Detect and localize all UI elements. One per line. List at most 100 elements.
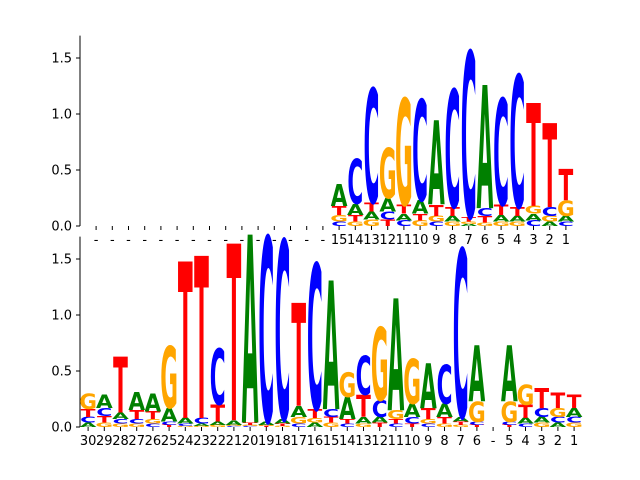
logo-letter-c: C <box>194 417 210 426</box>
logo-letter-g: G <box>387 409 405 423</box>
x-tick-label: 4 <box>513 233 521 248</box>
logo-letter-a: A <box>533 415 550 424</box>
logo-letter-g: G <box>176 426 194 428</box>
y-tick-label: 1.5 <box>51 52 72 67</box>
x-tick-label: 10 <box>404 434 421 449</box>
logo-letter-g: G <box>517 379 535 411</box>
logo-letter-a: A <box>258 421 275 426</box>
logo-letter-t: T <box>405 423 420 428</box>
logo-letter-t: T <box>356 389 371 425</box>
logo-letter-c: C <box>331 220 347 227</box>
x-tick-label: 3 <box>529 233 537 248</box>
x-tick-label: - <box>321 233 326 248</box>
logo-letter-g: G <box>460 221 478 225</box>
logo-letter-t: T <box>178 218 193 468</box>
x-tick-label: - <box>491 434 496 449</box>
x-tick-label: - <box>142 233 147 248</box>
logo-letter-c: C <box>347 146 363 218</box>
x-tick-label: 12 <box>379 233 396 248</box>
logo-letter-t: T <box>534 382 549 414</box>
logo-letter-g: G <box>533 421 551 428</box>
x-tick-label: 16 <box>307 434 324 449</box>
logo-letter-g: G <box>257 424 275 426</box>
logo-letter-g: G <box>549 406 567 420</box>
logo-letter-c: C <box>412 73 428 234</box>
logo-letter-g: G <box>371 309 389 425</box>
logo-letter-g: G <box>338 366 356 405</box>
logo-letter-t: T <box>413 212 429 223</box>
logo-letter-a: A <box>525 212 542 223</box>
logo-letter-a: A <box>371 415 388 424</box>
logo-letter-t: T <box>291 274 306 439</box>
logo-letter-g: G <box>346 220 364 227</box>
logo-letter-c: C <box>339 423 355 428</box>
logo-letter-t: T <box>97 414 113 425</box>
logo-letter-t: T <box>510 205 525 219</box>
logo-letter-c: C <box>145 423 161 428</box>
x-tick-label: 13 <box>363 233 380 248</box>
logo-letter-t: T <box>324 415 339 424</box>
x-tick-label: - <box>223 233 228 248</box>
logo-letter-t: T <box>397 203 412 217</box>
x-tick-label: 24 <box>177 434 194 449</box>
logo-letter-c: C <box>80 415 96 424</box>
logo-letter-c: C <box>404 415 420 426</box>
logo-letter-t: T <box>380 218 396 229</box>
logo-letter-t: T <box>494 203 509 219</box>
x-tick-label: - <box>126 233 131 248</box>
logo-letter-a: A <box>339 391 356 427</box>
x-tick-label: 6 <box>473 434 481 449</box>
logo-letter-c: C <box>356 345 372 408</box>
logo-letter-c: C <box>210 335 226 423</box>
logo-letter-a: A <box>420 351 437 423</box>
x-tick-label: 23 <box>193 434 210 449</box>
logo-letter-g: G <box>306 417 324 424</box>
x-tick-label: 1 <box>570 434 578 449</box>
logo-letter-c: C <box>550 415 566 424</box>
logo-letter-a: A <box>452 416 470 423</box>
x-tick-label: 9 <box>424 434 432 449</box>
logo-letter-a: A <box>566 406 583 420</box>
logo-letter-c: C <box>566 415 582 424</box>
logo-letter-g: G <box>241 424 259 426</box>
x-tick-label: 29 <box>96 434 113 449</box>
logo-letter-a: A <box>96 391 113 413</box>
y-tick-label: 1.0 <box>51 108 72 123</box>
logo-letter-t: T <box>461 216 476 223</box>
logo-letter-a: A <box>80 421 98 428</box>
logo-letter-t: T <box>113 343 128 431</box>
logo-letter-c: C <box>526 219 542 228</box>
x-tick-label: 2 <box>546 233 554 248</box>
logo-letter-t: T <box>526 74 541 239</box>
logo-letter-g: G <box>444 220 462 227</box>
logo-letter-c: C <box>161 421 177 426</box>
logo-letter-t: T <box>518 401 533 423</box>
x-tick-label: 17 <box>290 434 307 449</box>
logo-letter-c: C <box>323 407 339 420</box>
logo-letter-c: C <box>380 210 396 223</box>
x-tick-label: 1 <box>562 233 570 248</box>
y-tick-label: 0.0 <box>51 421 72 436</box>
logo-letter-t: T <box>551 389 566 414</box>
logo-letter-t: T <box>470 424 485 428</box>
logo-letter-g: G <box>330 213 348 224</box>
logo-letter-c: C <box>453 203 469 472</box>
logo-letter-g: G <box>128 423 146 428</box>
logo-letter-c: C <box>428 220 444 227</box>
x-tick-label: 9 <box>432 233 440 248</box>
logo-letter-c: C <box>493 69 509 240</box>
x-tick-label: 5 <box>497 233 505 248</box>
logo-letter-c: C <box>258 187 274 480</box>
logo-letter-c: C <box>477 206 493 219</box>
logo-letter-g: G <box>500 396 518 428</box>
logo-letter-g: G <box>290 415 308 426</box>
logo-letter-t: T <box>210 401 225 428</box>
logo-letter-g: G <box>403 346 421 418</box>
logo-letter-t: T <box>542 100 557 235</box>
x-tick-label: - <box>159 233 164 248</box>
x-tick-label: 4 <box>521 434 529 449</box>
logo-letter-g: G <box>492 220 510 227</box>
logo-letter-t: T <box>194 213 209 472</box>
logo-letter-c: C <box>437 354 453 417</box>
